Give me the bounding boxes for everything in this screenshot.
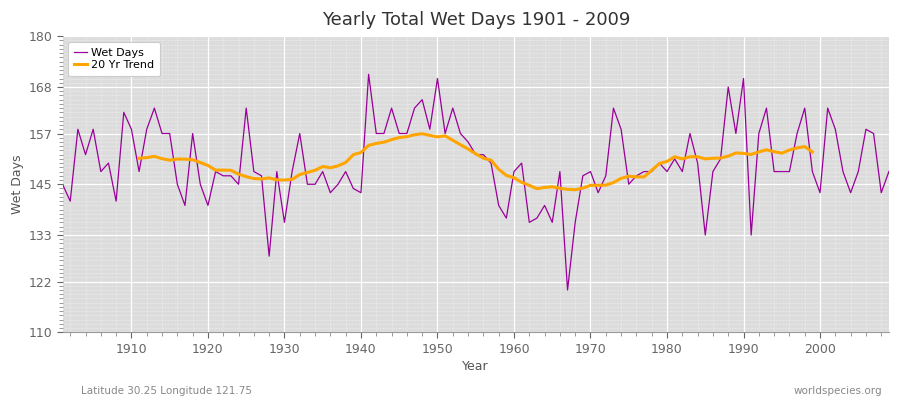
- Wet Days: [333, 182, 344, 187]
- 20 Yr Trend: [202, 163, 213, 168]
- 20 Yr Trend: [486, 158, 497, 162]
- Text: Latitude 30.25 Longitude 121.75: Latitude 30.25 Longitude 121.75: [81, 386, 252, 396]
- 20 Yr Trend: [807, 150, 818, 154]
- Wet Days: [119, 110, 130, 115]
- Wet Days: [364, 72, 374, 77]
- Title: Yearly Total Wet Days 1901 - 2009: Yearly Total Wet Days 1901 - 2009: [321, 11, 630, 29]
- Wet Days: [287, 169, 298, 174]
- Line: Wet Days: Wet Days: [63, 74, 889, 290]
- 20 Yr Trend: [394, 135, 405, 140]
- 20 Yr Trend: [272, 178, 283, 182]
- Y-axis label: Wet Days: Wet Days: [11, 154, 24, 214]
- 20 Yr Trend: [746, 152, 757, 157]
- Legend: Wet Days, 20 Yr Trend: Wet Days, 20 Yr Trend: [68, 42, 160, 76]
- Line: 20 Yr Trend: 20 Yr Trend: [140, 134, 813, 190]
- 20 Yr Trend: [417, 131, 428, 136]
- 20 Yr Trend: [218, 168, 229, 172]
- Wet Days: [517, 161, 527, 166]
- 20 Yr Trend: [134, 156, 145, 161]
- Text: worldspecies.org: worldspecies.org: [794, 386, 882, 396]
- 20 Yr Trend: [570, 187, 580, 192]
- Wet Days: [562, 288, 573, 292]
- Wet Days: [508, 169, 519, 174]
- Wet Days: [616, 127, 626, 132]
- Wet Days: [58, 182, 68, 187]
- Wet Days: [884, 169, 895, 174]
- X-axis label: Year: Year: [463, 360, 489, 373]
